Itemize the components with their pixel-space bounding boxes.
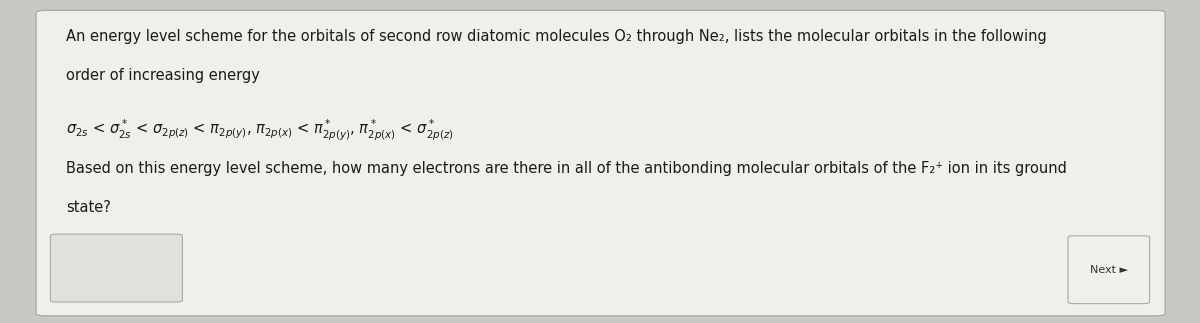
FancyBboxPatch shape xyxy=(50,234,182,302)
FancyBboxPatch shape xyxy=(36,10,1165,316)
Text: Next ►: Next ► xyxy=(1090,265,1128,275)
Text: Based on this energy level scheme, how many electrons are there in all of the an: Based on this energy level scheme, how m… xyxy=(66,162,1067,176)
Text: $\sigma_{2s}$ < $\sigma^*_{2s}$ < $\sigma_{2p(z)}$ < $\pi_{2p(y)}$, $\pi_{2p(x)}: $\sigma_{2s}$ < $\sigma^*_{2s}$ < $\sigm… xyxy=(66,118,454,143)
FancyBboxPatch shape xyxy=(1068,236,1150,304)
Text: order of increasing energy: order of increasing energy xyxy=(66,68,260,83)
Text: An energy level scheme for the orbitals of second row diatomic molecules O₂ thro: An energy level scheme for the orbitals … xyxy=(66,29,1046,44)
Text: state?: state? xyxy=(66,200,110,215)
